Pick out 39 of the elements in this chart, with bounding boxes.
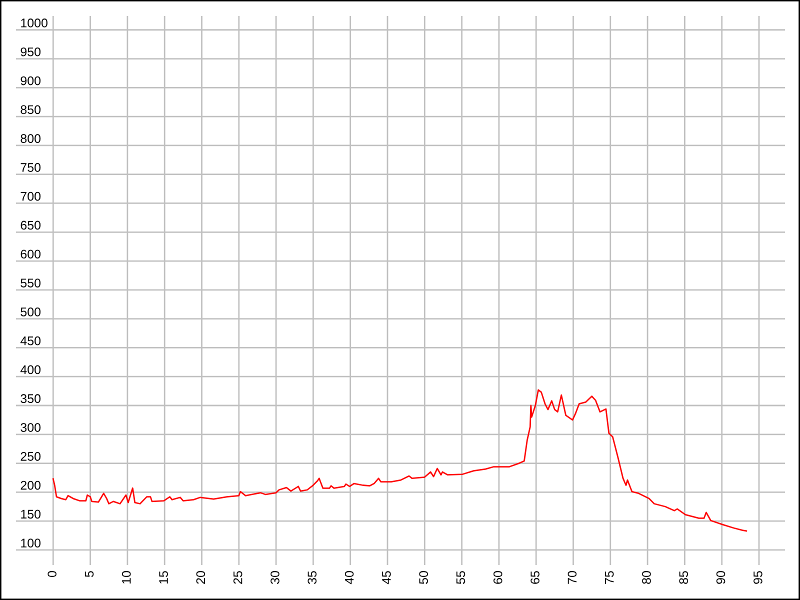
y-tick-label: 300 (20, 423, 41, 432)
y-tick-label: 400 (20, 365, 41, 374)
y-tick-label: 200 (20, 480, 41, 490)
x-tick-label: 85 (679, 571, 688, 584)
x-tick-label: 40 (344, 571, 354, 584)
y-tick-label: 850 (20, 105, 41, 114)
y-tick-label: 950 (20, 47, 41, 56)
y-tick-label: 150 (21, 510, 41, 519)
x-tick-label: 10 (122, 571, 131, 584)
x-tick-label: 95 (754, 571, 762, 584)
x-tick-label: 30 (270, 571, 280, 584)
y-tick-label: 450 (20, 336, 41, 346)
x-tick-label: 15 (159, 571, 168, 584)
y-tick-label: 900 (20, 76, 41, 86)
x-tick-label: 70 (568, 571, 577, 584)
y-tick-label: 600 (20, 250, 41, 259)
x-tick-label: 90 (716, 571, 726, 584)
x-tick-label: 75 (605, 571, 614, 584)
y-tick-label: 750 (20, 163, 41, 172)
x-tick-label: 55 (456, 571, 466, 584)
y-tick-label: 250 (20, 452, 41, 461)
y-tick-label: 550 (20, 278, 41, 288)
y-tick-label: 350 (20, 394, 41, 404)
y-tick-label: 500 (20, 307, 41, 316)
x-tick-label: 25 (233, 571, 242, 584)
x-tick-label: 80 (642, 571, 651, 584)
x-tick-label: 60 (493, 571, 502, 584)
y-tick-label: 800 (20, 134, 41, 143)
x-tick-label: 20 (196, 571, 206, 584)
x-tick-label: 45 (382, 571, 391, 584)
y-tick-label: 650 (20, 220, 41, 230)
x-tick-label: 0 (48, 571, 57, 578)
x-tick-label: 5 (84, 571, 94, 578)
y-tick-label: 100 (21, 538, 41, 548)
y-tick-label: 1000 (21, 18, 48, 28)
x-tick-label: 65 (530, 571, 540, 584)
x-tick-label: 50 (419, 571, 428, 584)
y-tick-label: 700 (20, 192, 41, 201)
x-tick-label: 35 (308, 571, 317, 584)
